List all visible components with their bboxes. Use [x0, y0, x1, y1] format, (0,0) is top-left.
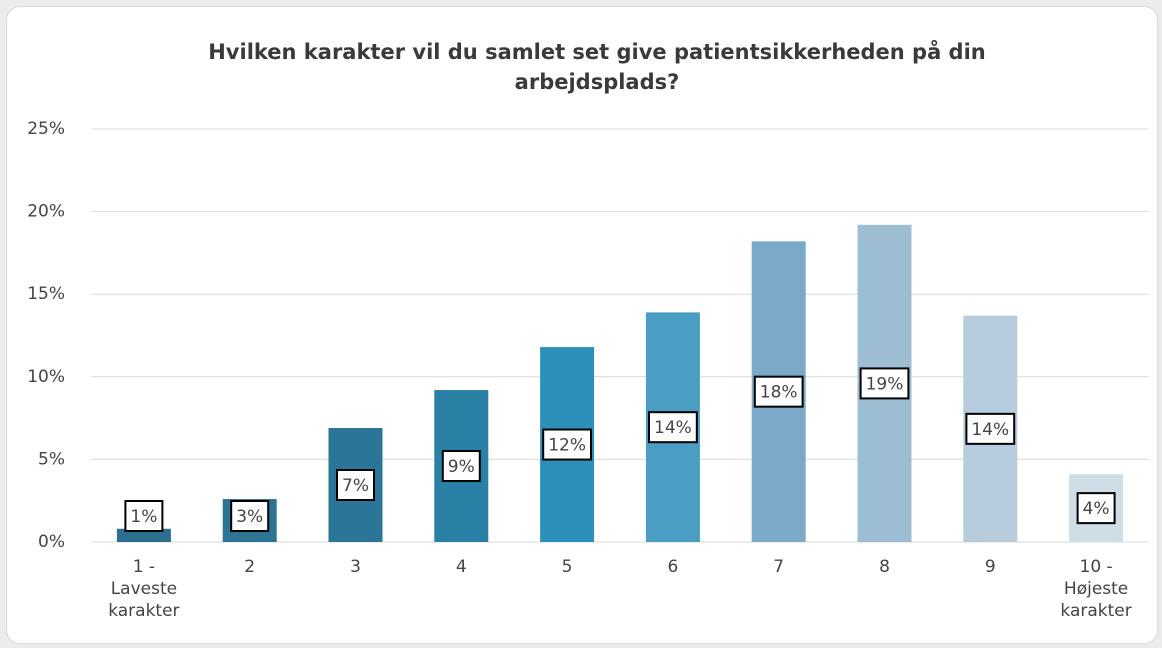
- data-label: 19%: [866, 374, 904, 394]
- chart-card: Hvilken karakter vil du samlet set give …: [6, 6, 1158, 644]
- data-label: 1%: [130, 507, 157, 527]
- y-tick-label: 25%: [27, 119, 65, 139]
- x-tick-label: 3: [350, 557, 361, 577]
- data-label-box: [441, 450, 481, 483]
- data-label: 3%: [236, 507, 263, 527]
- data-label-box: [230, 500, 270, 532]
- x-tick-label: 8: [879, 557, 890, 577]
- data-label: 4%: [1083, 499, 1110, 519]
- data-label: 7%: [342, 476, 369, 496]
- data-label: 12%: [548, 436, 586, 456]
- y-tick-label: 15%: [27, 284, 65, 304]
- x-tick-label: 1 - Laveste karakter: [108, 557, 180, 621]
- y-tick-label: 20%: [27, 202, 65, 222]
- x-tick-label: 5: [561, 557, 573, 577]
- x-tick-label: 7: [773, 557, 785, 577]
- y-tick-label: 5%: [38, 449, 65, 469]
- bar: [116, 528, 171, 542]
- chart: 0% 5% 10% 15% 20% 25% 1% 3% 7% 9% 12% 14% 18% 19% 14% 4…: [27, 119, 1149, 552]
- y-tick-label: 0%: [38, 532, 65, 552]
- data-label-box: [965, 412, 1016, 445]
- data-label: 14%: [654, 418, 692, 438]
- chart-title: Hvilken karakter vil du samlet set give …: [208, 40, 986, 94]
- data-label-box: [753, 375, 804, 408]
- x-tick-label: 6: [667, 557, 679, 577]
- data-label-box: [859, 367, 910, 400]
- x-tick-label: 2: [244, 557, 256, 577]
- x-tick-label: 9: [984, 557, 996, 577]
- x-tick-label: 10 - Højeste karakter: [1060, 557, 1132, 621]
- data-label-box: [336, 469, 375, 502]
- data-label: 14%: [971, 420, 1009, 440]
- data-label-box: [542, 428, 592, 461]
- data-label-box: [648, 411, 698, 444]
- data-label-box: [1076, 492, 1116, 525]
- y-tick-label: 10%: [27, 367, 65, 387]
- x-tick-label: 4: [455, 557, 467, 577]
- data-label-box: [124, 500, 164, 532]
- data-label: 9%: [448, 457, 475, 477]
- data-label: 18%: [760, 383, 798, 403]
